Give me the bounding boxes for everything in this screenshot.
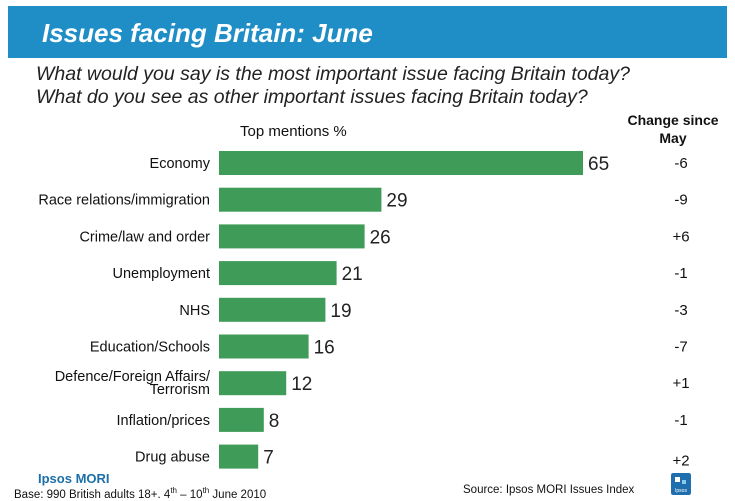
base-text-3: June 2010: [209, 488, 267, 501]
bar-value-label: 7: [263, 448, 274, 469]
title-banner: Issues facing Britain: June: [8, 6, 727, 58]
change-value: -9: [674, 192, 687, 209]
category-label-line: Terrorism: [150, 382, 210, 398]
change-value: -7: [674, 339, 687, 356]
bar: [219, 151, 583, 175]
change-header-line-1: Change since: [627, 112, 719, 128]
bar: [219, 187, 382, 212]
bar-value-label: 21: [342, 264, 363, 285]
bar: [219, 371, 287, 396]
category-label: Defence/Foreign Affairs/Terrorism: [55, 369, 211, 398]
category-label-line: Economy: [150, 156, 211, 172]
bar-value-label: 26: [370, 227, 391, 248]
bar: [219, 334, 309, 359]
bar-value-label: 19: [330, 301, 351, 322]
chart-subtitle: Top mentions %: [240, 123, 347, 140]
bar-value-label: 65: [588, 154, 609, 175]
category-label-line: Race relations/immigration: [38, 193, 210, 209]
bar-value-label: 16: [314, 338, 335, 359]
ipsos-logo-icon: Ipsos: [671, 473, 691, 495]
change-value: -1: [674, 412, 687, 429]
base-sup-2: th: [202, 486, 210, 495]
bar: [219, 261, 337, 286]
category-label: Race relations/immigration: [38, 193, 210, 209]
base-text-2: – 10: [176, 488, 203, 501]
category-label-line: Drug abuse: [135, 450, 210, 466]
question-line-2: What do you see as other important issue…: [36, 86, 588, 108]
logo-text: Ipsos: [675, 488, 687, 494]
bar: [219, 224, 365, 249]
change-value: +2: [672, 453, 689, 470]
bar-value-label: 8: [269, 411, 280, 432]
category-label-line: Education/Schools: [90, 340, 210, 356]
change-value: +6: [672, 228, 689, 245]
brand-name: Ipsos MORI: [38, 471, 110, 486]
change-value: +1: [672, 375, 689, 392]
category-label: Crime/law and order: [79, 229, 210, 245]
base-sup-1: th: [170, 486, 177, 495]
category-label: Unemployment: [112, 266, 210, 282]
base-text-1: Base: 990 British adults 18+. 4: [14, 488, 171, 501]
category-label-line: Crime/law and order: [79, 229, 210, 245]
category-label-line: NHS: [179, 303, 210, 319]
category-label-line: Inflation/prices: [117, 413, 211, 429]
category-label-line: Unemployment: [112, 266, 210, 282]
bar: [219, 407, 264, 432]
category-label: Drug abuse: [135, 450, 210, 466]
change-column-header: Change since May: [612, 111, 734, 147]
change-value: -6: [674, 155, 687, 172]
source-note: Source: Ipsos MORI Issues Index: [463, 484, 635, 496]
question-line-1: What would you say is the most important…: [36, 63, 630, 85]
page-title: Issues facing Britain: June: [42, 18, 373, 48]
bar: [219, 297, 326, 322]
category-label: NHS: [179, 303, 210, 319]
bar: [219, 444, 259, 469]
change-header-line-2: May: [659, 130, 687, 146]
bar-value-label: 12: [291, 374, 312, 395]
category-label: Education/Schools: [90, 340, 210, 356]
change-value: -1: [674, 265, 687, 282]
category-label-line: Defence/Foreign Affairs/: [55, 369, 211, 385]
base-note: Base: 990 British adults 18+. 4th – 10th…: [14, 486, 266, 501]
bar-value-label: 29: [386, 191, 407, 212]
change-value: -3: [674, 302, 687, 319]
category-label: Inflation/prices: [117, 413, 211, 429]
category-label: Economy: [150, 156, 211, 172]
